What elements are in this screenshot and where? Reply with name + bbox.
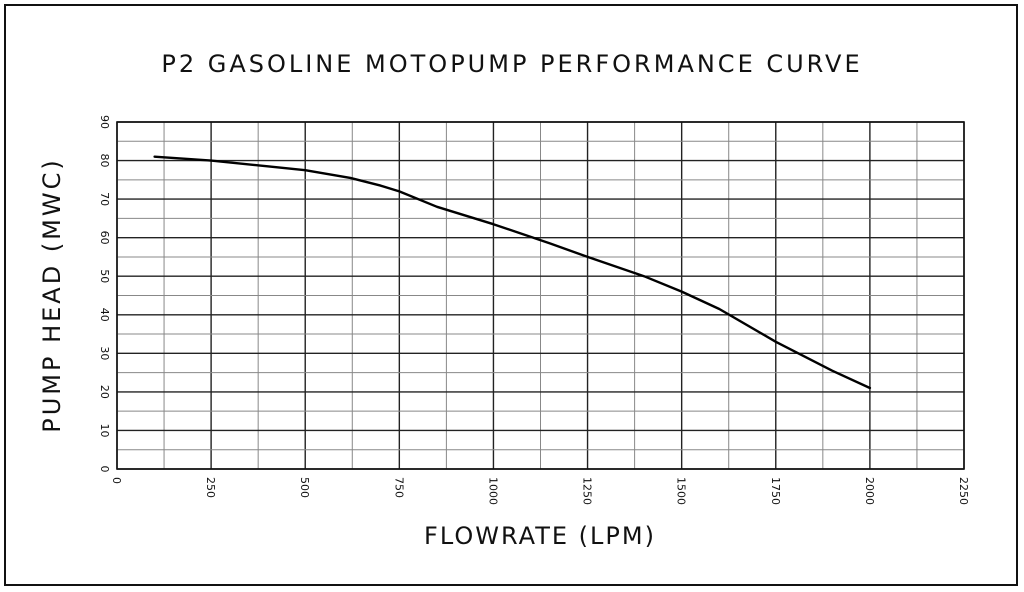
- x-axis-label: FLOWRATE (LPM): [424, 522, 656, 550]
- x-tick-label: 1000: [486, 477, 499, 505]
- y-tick-label: 90: [98, 115, 111, 129]
- x-tick-label: 500: [298, 477, 311, 498]
- chart-title: P2 GASOLINE MOTOPUMP PERFORMANCE CURVE: [161, 50, 863, 78]
- y-tick-label: 80: [98, 154, 111, 168]
- x-tick-label: 0: [110, 477, 123, 484]
- y-tick-label: 10: [98, 423, 111, 437]
- x-tick-label: 2000: [863, 477, 876, 505]
- y-tick-label: 20: [98, 385, 111, 399]
- y-tick-label: 50: [98, 269, 111, 283]
- x-tick-label: 2250: [957, 477, 970, 505]
- y-tick-label: 0: [98, 466, 111, 473]
- y-tick-label: 40: [98, 308, 111, 322]
- chart-frame: [4, 4, 1018, 586]
- x-tick-label: 1750: [769, 477, 782, 505]
- y-tick-label: 30: [98, 346, 111, 360]
- x-tick-label: 1250: [581, 477, 594, 505]
- y-tick-label: 60: [98, 231, 111, 245]
- x-tick-label: 250: [204, 477, 217, 498]
- x-tick-label: 1500: [675, 477, 688, 505]
- x-tick-label: 750: [392, 477, 405, 498]
- performance-curve-line: [153, 155, 872, 390]
- y-tick-label: 70: [98, 192, 111, 206]
- plot-border: [116, 121, 965, 470]
